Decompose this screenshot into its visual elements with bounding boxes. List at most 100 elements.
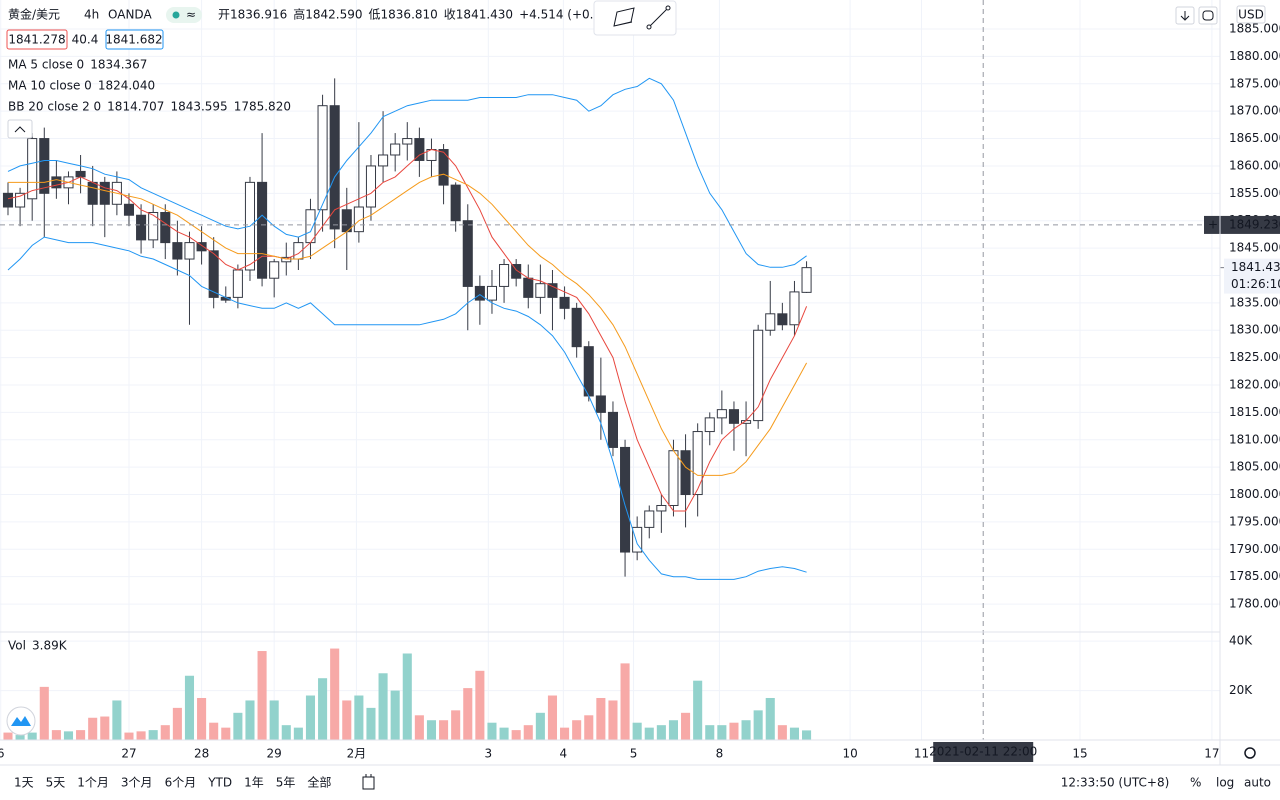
interval[interactable]: 4h (84, 8, 99, 22)
clock: 12:33:50 (UTC+8) (1061, 776, 1170, 790)
candle-body (208, 250, 219, 298)
volume-bar (124, 732, 134, 740)
candle-body (99, 181, 110, 205)
volume-bar (584, 715, 594, 740)
volume-bar (402, 653, 412, 740)
volume-bar (439, 720, 449, 740)
volume-bar (705, 725, 715, 740)
candle-body (632, 526, 643, 553)
candle-body (523, 277, 534, 298)
indicator-name: MA 5 close 0 (8, 58, 84, 72)
logo-button[interactable] (6, 706, 36, 736)
volume-bar (535, 712, 545, 740)
last-price-box (1224, 258, 1280, 294)
range-button[interactable]: 1个月 (77, 776, 109, 790)
volume-bar (100, 716, 110, 740)
candle-body (559, 296, 570, 309)
date-range-icon[interactable] (362, 774, 375, 790)
x-tick-label: 8 (716, 747, 724, 761)
fullscreen-button[interactable] (1198, 6, 1218, 25)
range-button[interactable]: 5天 (46, 776, 66, 790)
scale-option[interactable]: auto (1244, 776, 1271, 790)
broker: OANDA (108, 8, 152, 22)
y-tick-label: 1865.000 (1229, 131, 1280, 145)
x-tick-label: 17 (1204, 747, 1219, 761)
candle-body (668, 450, 679, 506)
ohlc-value: 收1841.430 (444, 8, 513, 22)
candle-body (644, 510, 655, 528)
scale-option[interactable]: log (1216, 776, 1234, 790)
x-tick-label: 11 (914, 747, 929, 761)
indicator-name: MA 10 close 0 (8, 79, 92, 93)
crosshair-price: 1849.230 (1229, 217, 1280, 231)
indicator-value: 1785.820 (234, 100, 291, 114)
y-tick-label: 1870.000 (1229, 104, 1280, 118)
candle-body (365, 165, 377, 208)
range-button[interactable]: 3个月 (121, 776, 153, 790)
range-button[interactable]: 6个月 (165, 776, 197, 790)
volume-bar (39, 686, 49, 740)
status-badge[interactable] (166, 7, 202, 23)
volume-bar (184, 675, 195, 740)
range-button[interactable]: 1天 (14, 776, 34, 790)
volume-bar (366, 707, 376, 740)
volume-bar (523, 725, 533, 740)
x-tick-label: 5 (630, 747, 638, 761)
volume-bar (221, 727, 231, 740)
ohlc-value: 高1842.590 (293, 7, 362, 22)
volume-bar (414, 715, 424, 740)
candle-body (390, 143, 401, 156)
y-tick-label: 1780.000 (1229, 597, 1280, 611)
candle-body (753, 329, 764, 422)
volume-bar (572, 720, 582, 740)
y-tick-label: 1800.000 (1229, 487, 1280, 501)
volume-bar (257, 651, 267, 740)
volume-bar (729, 722, 739, 740)
ohlc-value: 开1836.916 (218, 8, 287, 22)
symbol[interactable]: 黄金/美元 (8, 7, 60, 22)
volume-bar (76, 730, 86, 740)
ask-box[interactable] (105, 29, 164, 50)
candle-body (680, 450, 691, 496)
x-tick-label: 15 (1072, 747, 1087, 761)
y-tick-label: 1795.000 (1229, 514, 1280, 528)
settings-icon[interactable] (1244, 747, 1256, 759)
y-tick-label: 1785.000 (1229, 569, 1280, 583)
volume-bar (802, 730, 812, 740)
range-button[interactable]: 1年 (244, 776, 264, 790)
drawing-toolbar (593, 0, 677, 36)
volume-bar (88, 717, 98, 740)
candle-body (317, 105, 328, 211)
volume-bar (27, 732, 37, 740)
candle-body (777, 313, 788, 326)
volume-bar (789, 727, 799, 740)
x-tick-label: 28 (194, 747, 209, 761)
range-button[interactable]: YTD (207, 776, 232, 790)
candle-body (196, 242, 207, 252)
indicator-line (7, 148, 808, 512)
scale-option[interactable]: % (1190, 776, 1201, 790)
currency: USD (1238, 8, 1264, 22)
brush-tool[interactable] (613, 7, 635, 27)
y-tick-label: 1875.000 (1229, 76, 1280, 90)
volume-bar (451, 710, 461, 740)
range-button[interactable]: 5年 (276, 776, 296, 790)
candle-body (607, 411, 619, 448)
line-tool-point (665, 5, 671, 11)
candle-body (438, 149, 449, 186)
volume-bar (378, 673, 388, 740)
volume-bar (3, 732, 13, 740)
candle-body (511, 264, 522, 279)
candle-body (547, 283, 558, 298)
currency-box[interactable] (1236, 5, 1266, 24)
candle-body (378, 154, 389, 167)
x-tick-label: 4 (560, 747, 568, 761)
collapse-button[interactable] (7, 119, 33, 139)
x-tick-label: 2月 (347, 747, 367, 761)
volume-bar (426, 720, 437, 740)
volume-bar (644, 727, 654, 740)
range-button[interactable]: 全部 (307, 775, 331, 790)
line-tool[interactable] (648, 7, 669, 28)
volume-bar (511, 730, 521, 740)
bid-box[interactable] (6, 29, 68, 50)
